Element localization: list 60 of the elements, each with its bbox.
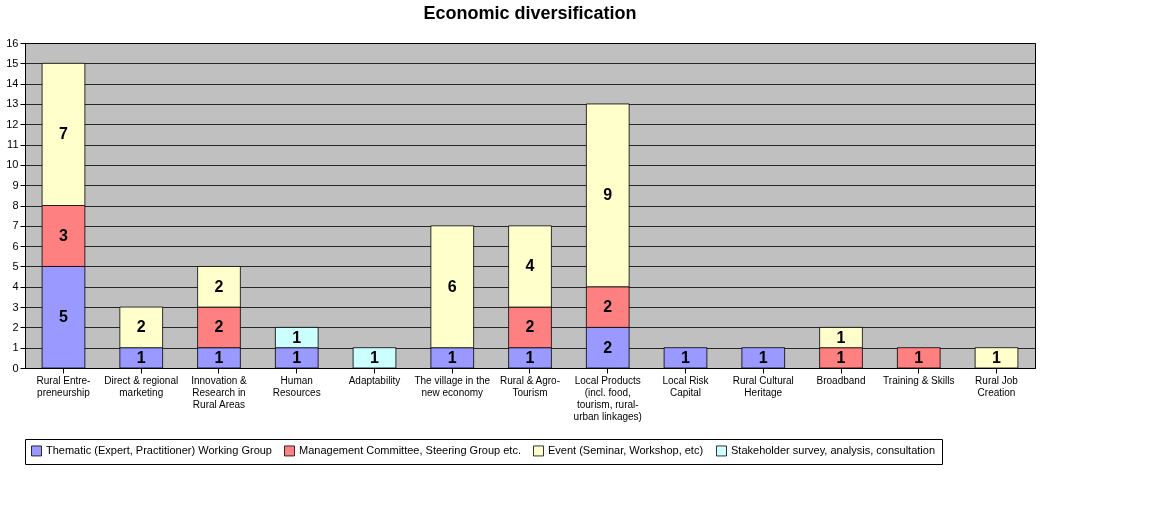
y-tick-label: 10 bbox=[6, 158, 19, 171]
y-tick-label: 8 bbox=[12, 199, 19, 211]
data-label: 1 bbox=[836, 348, 846, 366]
data-label: 1 bbox=[136, 348, 146, 366]
data-label: 7 bbox=[59, 125, 69, 143]
x-tick-label: The village in the new economy bbox=[414, 374, 491, 398]
x-tick-label: Human Resources bbox=[272, 374, 321, 398]
data-label: 1 bbox=[292, 328, 302, 346]
legend-label: Management Committee, Steering Group etc. bbox=[299, 443, 521, 456]
y-tick-label: 3 bbox=[12, 300, 19, 313]
data-label: 1 bbox=[836, 328, 846, 346]
y-tick-label: 0 bbox=[12, 361, 19, 374]
y-tick-label: 13 bbox=[6, 97, 19, 110]
x-tick-label: Broadband bbox=[816, 374, 866, 386]
data-label: 1 bbox=[681, 348, 691, 366]
x-tick-label: Direct & regional marketing bbox=[104, 374, 179, 398]
data-label: 1 bbox=[447, 348, 457, 366]
data-label: 2 bbox=[214, 318, 224, 336]
y-tick-label: 16 bbox=[6, 36, 19, 49]
y-tick-label: 4 bbox=[12, 280, 19, 293]
data-label: 2 bbox=[603, 338, 613, 356]
data-label: 2 bbox=[603, 298, 613, 316]
data-label: 1 bbox=[370, 348, 380, 366]
legend-label: Event (Seminar, Workshop, etc) bbox=[548, 443, 704, 456]
data-label: 4 bbox=[525, 257, 535, 275]
data-label: 2 bbox=[525, 318, 535, 336]
y-tick-label: 5 bbox=[12, 259, 19, 272]
data-label: 9 bbox=[603, 186, 613, 204]
x-tick-label: Adaptability bbox=[348, 374, 401, 386]
legend-label: Thematic (Expert, Practitioner) Working Group bbox=[46, 443, 272, 456]
data-label: 3 bbox=[59, 226, 69, 244]
data-label: 1 bbox=[914, 348, 924, 366]
y-tick-label: 11 bbox=[7, 138, 19, 151]
y-tick-label: 6 bbox=[12, 239, 19, 252]
data-label: 2 bbox=[136, 318, 146, 336]
x-tick-label: Rural Entre- preneurship bbox=[36, 374, 91, 398]
data-label: 1 bbox=[292, 348, 302, 366]
data-label: 6 bbox=[447, 277, 457, 295]
data-label: 1 bbox=[992, 348, 1002, 366]
y-tick-label: 12 bbox=[6, 117, 19, 130]
x-tick-label: Rural Cultural Heritage bbox=[732, 374, 794, 398]
y-tick-label: 9 bbox=[12, 178, 19, 191]
x-tick-label: Local Products (incl. food, tourism, rural- urban linkages) bbox=[573, 374, 642, 422]
x-tick-label: Local Risk Capital bbox=[662, 374, 710, 398]
y-tick-label: 7 bbox=[12, 219, 19, 232]
chart-title: Economic diversification bbox=[423, 3, 637, 23]
y-tick-label: 1 bbox=[12, 341, 19, 354]
y-tick-label: 15 bbox=[6, 56, 19, 69]
data-label: 1 bbox=[214, 348, 224, 366]
data-label: 5 bbox=[59, 308, 69, 326]
x-tick-label: Rural Job Creation bbox=[975, 374, 1019, 398]
data-label: 1 bbox=[525, 348, 535, 366]
x-tick-label: Rural & Agro- Tourism bbox=[499, 374, 561, 398]
legend-label: Stakeholder survey, analysis, consultation bbox=[731, 443, 936, 456]
x-tick-label: Training & Skills bbox=[883, 374, 955, 386]
data-label: 1 bbox=[758, 348, 768, 366]
data-label: 2 bbox=[214, 277, 224, 295]
y-tick-label: 2 bbox=[12, 320, 19, 333]
x-tick-label: Innovation & Research in Rural Areas bbox=[191, 374, 248, 410]
y-tick-label: 14 bbox=[6, 77, 19, 90]
